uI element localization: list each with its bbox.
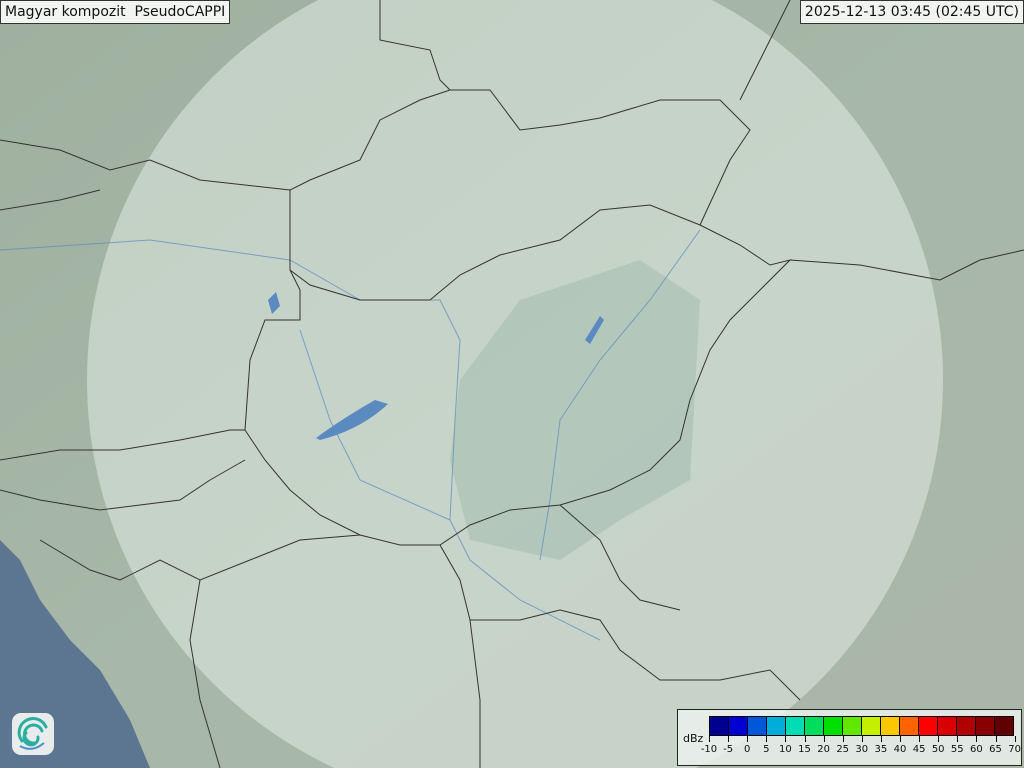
legend-tick-label: 20 (817, 744, 830, 755)
legend-tick-mark (747, 736, 749, 742)
legend-tick-mark (709, 736, 710, 742)
legend-tick-label: 65 (989, 744, 1002, 755)
adriatic-sea (0, 540, 150, 768)
legend-ticks: -10 -5 0 5 10 15 20 25 30 35 40 45 50 55 60 65 70 (701, 736, 1021, 762)
legend-tick-mark (804, 736, 806, 742)
radar-coverage (87, 0, 943, 768)
legend-swatch (862, 717, 881, 735)
legend-tick-mark (976, 736, 978, 742)
lake-neusiedl (268, 292, 280, 314)
legend-tick-mark (938, 736, 940, 742)
great-plain (450, 260, 700, 560)
legend-swatch (767, 717, 786, 735)
legend-swatch (919, 717, 938, 735)
rivers (0, 229, 701, 641)
legend-swatch (843, 717, 862, 735)
legend-tick-label: -10 (700, 744, 718, 755)
legend-swatch (900, 717, 919, 735)
legend-tick-label: 50 (931, 744, 945, 755)
legend-swatch (881, 717, 900, 735)
legend-swatch (938, 717, 957, 735)
legend-tick-mark (919, 736, 921, 742)
legend-tick-mark (1014, 736, 1016, 742)
legend-tick-mark (766, 736, 768, 742)
legend-tick-mark (842, 736, 844, 742)
legend-tick-label: 30 (855, 744, 869, 755)
legend-swatch (995, 717, 1013, 735)
timestamp-label: 2025-12-13 03:45 (02:45 UTC) (799, 0, 1024, 24)
legend-tick-mark (957, 736, 959, 742)
legend-tick-label: 70 (1008, 744, 1021, 755)
legend-unit: dBz (683, 732, 704, 745)
legend-swatch (786, 717, 805, 735)
legend-tick-label: 10 (779, 744, 792, 755)
legend-tick-label: 60 (970, 744, 983, 755)
hungary-border (244, 204, 792, 546)
legend-swatch (729, 717, 748, 735)
lake-balaton (316, 400, 388, 440)
legend-tick-label: 0 (744, 744, 751, 755)
omsz-logo-icon (12, 713, 54, 755)
legend-swatch (710, 717, 729, 735)
legend-tick-label: 5 (763, 744, 770, 755)
legend-tick-mark (823, 736, 825, 742)
legend-swatch (805, 717, 824, 735)
legend-tick-mark (880, 736, 882, 742)
legend-tick-label: 40 (893, 744, 907, 755)
legend-tick-mark (861, 736, 863, 742)
legend-tick-label: 15 (798, 744, 811, 755)
legend-tick-mark (900, 736, 901, 742)
legend-tick-label: 25 (836, 744, 850, 755)
product-title: Magyar kompozit PseudoCAPPI (0, 0, 231, 24)
legend-tick-label: 35 (874, 744, 888, 755)
legend-swatch (976, 717, 995, 735)
legend-tick-mark (995, 736, 997, 742)
legend-swatch (824, 717, 843, 735)
legend-tick-label: -5 (723, 744, 734, 755)
lake-tisza (585, 316, 604, 344)
legend-swatches (709, 716, 1014, 736)
legend-tick-label: 45 (912, 744, 926, 755)
legend-swatch (748, 717, 767, 735)
legend-tick-mark (728, 736, 730, 742)
legend-swatch (957, 717, 976, 735)
legend-tick-label: 55 (950, 744, 964, 755)
dbz-color-legend: dBz -10 -5 0 5 10 15 20 25 30 35 40 45 50 55 60 65 70 (677, 709, 1022, 766)
legend-tick-mark (785, 736, 787, 742)
